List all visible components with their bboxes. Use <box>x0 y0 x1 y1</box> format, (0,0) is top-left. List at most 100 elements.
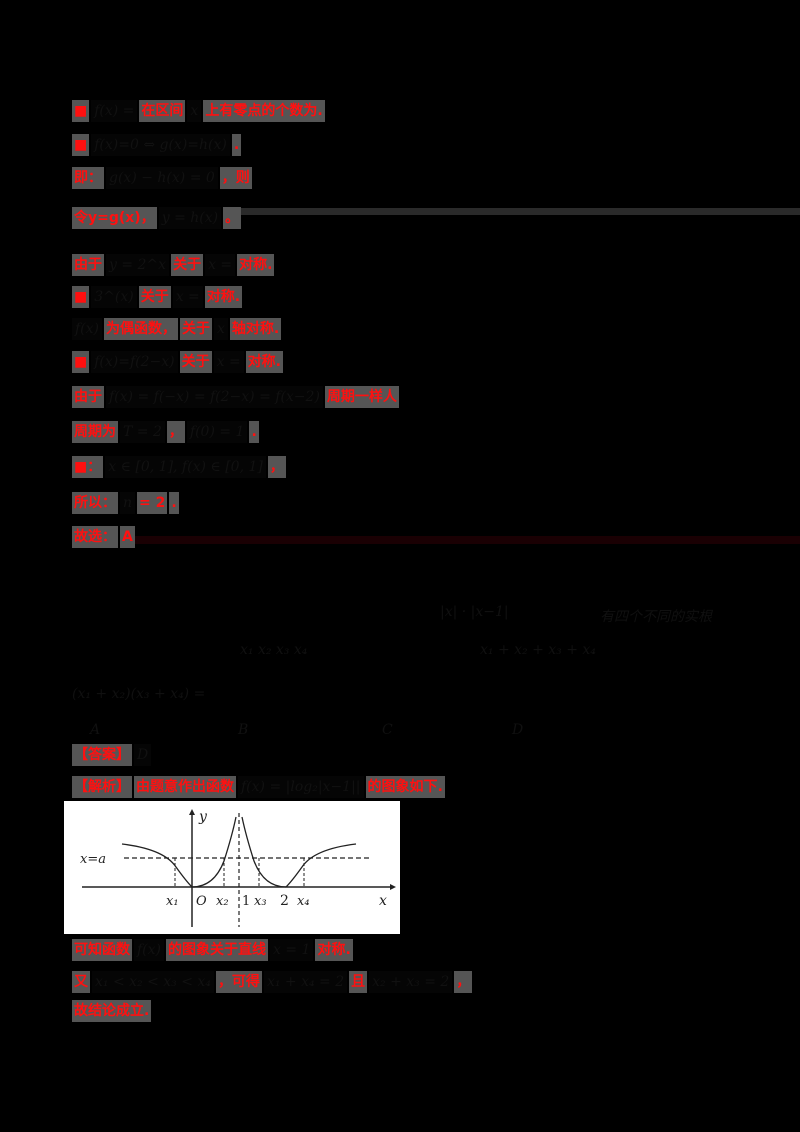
solution-line-7: f(x) 为偶函数， 关于 x 轴对称. <box>72 318 282 340</box>
math-expression: f(x) <box>72 318 103 340</box>
label: ， <box>267 456 286 478</box>
label: 所以： <box>72 492 118 514</box>
math-expression: x₁ + x₄ = 2 <box>263 971 348 993</box>
label: 即： <box>72 167 104 189</box>
math-expression: n <box>120 492 136 514</box>
analysis-line: 【解析】 由题意作出函数 f(x) = |log₂|x−1|| 的图象如下. <box>72 776 445 798</box>
label: . <box>231 134 242 156</box>
math-expression: T = 2 <box>120 421 165 443</box>
solution-line-3: 即： g(x) − h(x) = 0 ，则 <box>72 167 252 189</box>
label: ， <box>166 421 185 443</box>
math-expression: x ∈ [0, 1], f(x) ∈ [0, 1] <box>105 456 266 478</box>
math-expression: f(x) = f(−x) = f(2−x) = f(x−2) <box>106 386 323 408</box>
math-expression: x <box>187 100 202 122</box>
label: 且 <box>349 971 368 993</box>
tick-x3: x₃ <box>254 894 267 909</box>
answer-choice: A <box>120 526 135 548</box>
math-expression: x = 1 <box>270 939 314 961</box>
conclusion-line-2: 又 x₁ < x₂ < x₃ < x₄ ，可得 x₁ + x₄ = 2 且 x₂… <box>72 971 473 993</box>
label: ■ <box>72 286 90 308</box>
math-expression: f(x)=f(2−x) <box>91 351 178 373</box>
y-axis-label: y <box>198 809 208 825</box>
math-expression: f(x)=0 ⇔ g(x)=h(x) <box>91 134 230 156</box>
conclusion-line-3: 故结论成立. <box>72 1000 152 1022</box>
answer-line: 【答案】 D <box>72 744 152 766</box>
label: 关于 <box>179 351 212 373</box>
curve-left <box>121 843 193 888</box>
solution-line-2: ■ f(x)=0 ⇔ g(x)=h(x) . <box>72 134 242 156</box>
curve-center-right <box>241 816 287 888</box>
label: ■： <box>72 456 104 478</box>
option-a: A <box>90 722 101 738</box>
x-axis-label: x <box>379 893 387 909</box>
solution-line-11: ■： x ∈ [0, 1], f(x) ∈ [0, 1] ， <box>72 456 286 478</box>
math-expression: x = <box>172 286 203 308</box>
solution-line-1: ■ f(x) = 在区间 x 上有零点的个数为. <box>72 100 325 122</box>
function-graph: y x x=a x₁ O x₂ 1 x₃ 2 x₄ <box>64 801 400 934</box>
math-expression: f(x) = <box>91 100 138 122</box>
tick-origin: O <box>196 894 207 909</box>
problem-math-1: x₁ x₂ x₃ x₄ <box>240 642 308 658</box>
label: 由题意作出函数 <box>134 776 236 798</box>
problem-math-2: x₁ + x₂ + x₃ + x₄ <box>480 642 596 658</box>
label: 可知函数 <box>72 939 132 961</box>
label: . <box>169 492 179 514</box>
label: 的图象如下. <box>365 776 445 798</box>
label: 故选： <box>72 526 118 548</box>
label: ■ <box>72 134 90 156</box>
label: ■ <box>72 351 90 373</box>
label: 关于 <box>171 254 204 276</box>
label: 周期一样人 <box>324 386 399 408</box>
analysis-label: 【解析】 <box>72 776 132 798</box>
label: 为偶函数， <box>104 318 179 340</box>
answer-label: 【答案】 <box>72 744 132 766</box>
label: 由于 <box>72 386 104 408</box>
tick-x4: x₄ <box>297 894 310 909</box>
problem-header-text: 有四个不同的实根 <box>600 609 712 625</box>
math-expression: x₁ < x₂ < x₃ < x₄ <box>92 971 214 993</box>
solution-line-9: 由于 f(x) = f(−x) = f(2−x) = f(x−2) 周期一样人 <box>72 386 399 408</box>
label: = 2 <box>137 492 168 514</box>
label: 由于 <box>72 254 104 276</box>
label: 令y=g(x)， <box>72 207 157 229</box>
label: ， <box>454 971 473 993</box>
solution-line-6: ■ 3^(x) 关于 x = 对称. <box>72 286 243 308</box>
tick-1: 1 <box>242 894 250 909</box>
graph-svg: y x x=a x₁ O x₂ 1 x₃ 2 x₄ <box>80 809 396 927</box>
y-axis-arrow-icon <box>189 809 195 815</box>
answer-value: D <box>134 744 152 766</box>
label: 。 <box>223 207 242 229</box>
label: 轴对称. <box>229 318 282 340</box>
option-b: B <box>238 722 249 738</box>
label: 关于 <box>138 286 171 308</box>
conclusion-line-1: 可知函数 f(x) 的图象关于直线 x = 1 对称. <box>72 939 353 961</box>
option-d: D <box>512 722 524 738</box>
divider-rule <box>128 536 800 544</box>
label: 的图象关于直线 <box>166 939 269 961</box>
solution-line-10: 周期为 T = 2 ， f(0) = 1 . <box>72 421 259 443</box>
label: 在区间 <box>139 100 186 122</box>
option-c: C <box>382 722 393 738</box>
solution-line-12: 所以： n = 2 . <box>72 492 179 514</box>
curve-center-left <box>191 816 237 888</box>
math-expression: x <box>214 318 228 340</box>
label: 又 <box>72 971 90 993</box>
math-expression: x₂ + x₃ = 2 <box>369 971 453 993</box>
math-expression: x = <box>205 254 236 276</box>
math-expression: f(x) = |log₂|x−1|| <box>238 776 364 798</box>
label: 故结论成立. <box>72 1000 152 1022</box>
math-expression: 3^(x) <box>91 286 137 308</box>
label: 对称. <box>237 254 275 276</box>
problem-header-math: |x| · |x−1| <box>440 604 509 620</box>
math-expression: f(x) <box>134 939 165 961</box>
solution-line-8: ■ f(x)=f(2−x) 关于 x = 对称. <box>72 351 284 373</box>
label: ，可得 <box>215 971 262 993</box>
math-expression: y = 2^x <box>106 254 170 276</box>
problem-math-3: (x₁ + x₂)(x₃ + x₄) = <box>72 686 206 702</box>
solution-line-4: 令y=g(x)， y = h(x) 。 <box>72 207 242 229</box>
divider-rule <box>228 208 800 215</box>
math-expression: y = h(x) <box>158 207 222 229</box>
x-axis-arrow-icon <box>390 884 396 890</box>
tick-x1: x₁ <box>166 894 179 909</box>
label: 对称. <box>315 939 353 961</box>
